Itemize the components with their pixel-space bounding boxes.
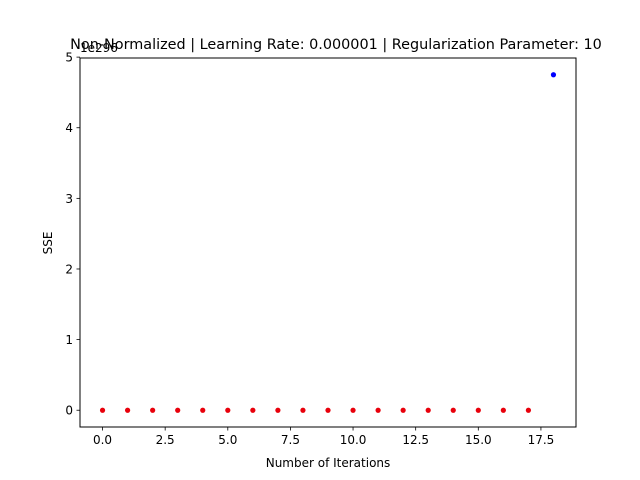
y-axis-ticks: 0 1 2 3 4 5 — [65, 51, 80, 418]
data-point — [124, 407, 131, 413]
y-tick-label: 2 — [65, 262, 73, 276]
x-tick-label: 5.0 — [218, 433, 237, 447]
data-point — [450, 407, 456, 413]
data-point — [400, 407, 406, 413]
x-tick-label: 7.5 — [281, 433, 300, 447]
data-point — [150, 407, 156, 413]
chart-title: Non-Normalized | Learning Rate: 0.000001… — [70, 37, 602, 53]
data-point — [275, 407, 281, 413]
data-points — [99, 72, 557, 413]
data-point — [325, 407, 331, 413]
plot-area — [79, 57, 577, 428]
x-axis-label: Number of Iterations — [266, 456, 391, 470]
x-tick-label: 10.0 — [340, 433, 367, 447]
data-point — [350, 407, 356, 413]
data-point — [525, 407, 532, 413]
data-point — [375, 407, 381, 413]
plot-frame — [79, 57, 577, 428]
y-tick-label: 3 — [65, 192, 73, 206]
data-point — [300, 407, 306, 413]
y-tick-label: 0 — [65, 404, 73, 418]
x-tick-label: 0.0 — [93, 433, 112, 447]
data-point — [99, 407, 106, 413]
data-point — [500, 407, 506, 413]
x-axis-ticks: 0.0 2.5 5.0 7.5 10.0 12.5 15.0 17.5 — [93, 427, 554, 447]
data-point — [225, 407, 231, 413]
y-tick-label: 5 — [65, 51, 73, 65]
data-point — [200, 407, 206, 413]
data-point — [475, 407, 481, 413]
y-axis-label: SSE — [41, 232, 55, 255]
y-tick-label: 1 — [65, 333, 73, 347]
x-tick-label: 17.5 — [528, 433, 555, 447]
x-tick-label: 12.5 — [402, 433, 429, 447]
data-point — [250, 407, 256, 413]
data-point — [175, 407, 181, 413]
x-tick-label: 2.5 — [156, 433, 175, 447]
y-axis-offset-text: 1e296 — [80, 41, 118, 55]
data-point — [425, 407, 431, 413]
data-point — [550, 72, 557, 78]
y-tick-label: 4 — [65, 121, 73, 135]
x-tick-label: 15.0 — [465, 433, 492, 447]
